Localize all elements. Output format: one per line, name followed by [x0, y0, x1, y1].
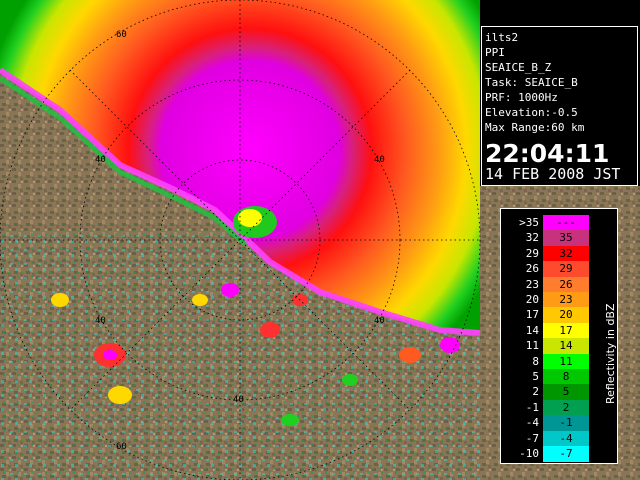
legend-color-swatch: [543, 322, 589, 339]
legend-row: -7 -4: [501, 430, 619, 447]
legend-color-swatch: [543, 446, 589, 462]
product-name: SEAICE_B_Z: [485, 61, 552, 74]
legend-row: 14 17: [501, 322, 619, 339]
legend-high-value: 26: [559, 277, 573, 291]
legend-high-value: 8: [562, 370, 570, 383]
legend-low-value: 14: [525, 323, 539, 337]
legend-color-swatch: [543, 230, 589, 247]
max-range-value: Max Range:60 km: [485, 121, 585, 134]
legend-high-value: 11: [559, 354, 573, 368]
legend-high-value: 35: [559, 231, 573, 245]
legend-row: 20 23: [501, 292, 619, 308]
legend-low-value: 20: [525, 293, 539, 306]
task-name: Task: SEAICE_B: [485, 76, 578, 89]
legend-row: 8 11: [501, 353, 619, 370]
scan-type: PPI: [485, 46, 505, 59]
near-radar-core: [238, 209, 262, 227]
legend-low-value: 2: [532, 385, 539, 399]
legend-color-swatch: [543, 261, 589, 278]
legend-color-swatch: [543, 369, 589, 385]
legend-row: 32 35: [501, 230, 619, 247]
legend-low-value: 8: [532, 354, 539, 368]
legend-row: -4 -1: [501, 415, 619, 432]
range-label-40-bottom: 40: [233, 395, 244, 405]
legend-color-swatch: [543, 353, 589, 370]
scan-date: 14 FEB 2008 JST: [485, 165, 621, 183]
range-rings: [0, 0, 480, 480]
legend-color-swatch: [543, 215, 589, 231]
legend-low-value: 17: [525, 308, 539, 322]
legend-low-value: -1: [525, 400, 539, 414]
prf-value: PRF: 1000Hz: [485, 91, 558, 104]
legend-low-value: 26: [525, 262, 539, 276]
legend-row: >35 ---: [501, 215, 619, 231]
coastline-echo: [0, 67, 481, 336]
legend-low-value: 5: [532, 370, 539, 383]
reflectivity-legend: >35 --- 32 35 29 32 26 29 23 26 20 23 17 20 14 17 11 14 8 1…: [500, 208, 618, 464]
legend-high-value: ---: [556, 216, 576, 229]
legend-row: 26 29: [501, 261, 619, 278]
legend-low-value: >35: [519, 216, 539, 229]
legend-high-value: 2: [562, 400, 570, 414]
range-label-40-lower-left: 40: [95, 316, 106, 326]
legend-low-value: -4: [525, 416, 539, 430]
legend-low-value: 32: [525, 231, 539, 245]
range-label-40-right: 40: [374, 155, 385, 165]
legend-high-value: 17: [559, 323, 573, 337]
range-label-60-bottom: 60: [116, 442, 127, 452]
legend-high-value: 5: [562, 385, 570, 399]
legend-axis-label: Reflectivity in dBZ: [604, 303, 617, 404]
land-convective-cells: [51, 283, 460, 426]
legend-high-value: 20: [559, 308, 573, 322]
legend-color-swatch: [543, 415, 589, 432]
legend-high-value: 23: [559, 293, 573, 306]
legend-color-swatch: [543, 307, 589, 324]
range-label-40-left: 40: [95, 155, 106, 165]
legend-low-value: 11: [525, 339, 539, 353]
legend-color-swatch: [543, 292, 589, 308]
legend-row: 23 26: [501, 276, 619, 293]
legend-row: 11 14: [501, 338, 619, 355]
legend-row: -1 2: [501, 399, 619, 416]
legend-high-value: -7: [559, 447, 573, 460]
legend-color-swatch: [543, 384, 589, 401]
legend-row: 29 32: [501, 245, 619, 262]
legend-high-value: 32: [559, 246, 573, 260]
legend-color-swatch: [543, 338, 589, 355]
range-label-60-top: 60: [116, 30, 127, 40]
legend-row: -10 -7: [501, 446, 619, 462]
scan-info-panel: ilts2 PPI SEAICE_B_Z Task: SEAICE_B PRF:…: [481, 26, 638, 186]
legend-high-value: 14: [559, 339, 573, 353]
legend-color-swatch: [543, 430, 589, 447]
legend-color-swatch: [543, 245, 589, 262]
site-name: ilts2: [485, 31, 519, 44]
scan-time: 22:04:11: [485, 139, 610, 168]
coastline-echo-inner: [0, 75, 247, 246]
legend-low-value: -7: [525, 431, 539, 445]
legend-color-swatch: [543, 399, 589, 416]
range-label-40-lower-right: 40: [374, 316, 385, 326]
legend-high-value: -4: [559, 431, 573, 445]
legend-high-value: -1: [559, 416, 573, 430]
legend-low-value: 23: [525, 277, 539, 291]
legend-color-swatch: [543, 276, 589, 293]
legend-high-value: 29: [559, 262, 573, 276]
legend-row: 17 20: [501, 307, 619, 324]
legend-low-value: 29: [525, 246, 539, 260]
legend-low-value: -10: [519, 447, 539, 460]
elevation-value: Elevation:-0.5: [485, 106, 578, 119]
